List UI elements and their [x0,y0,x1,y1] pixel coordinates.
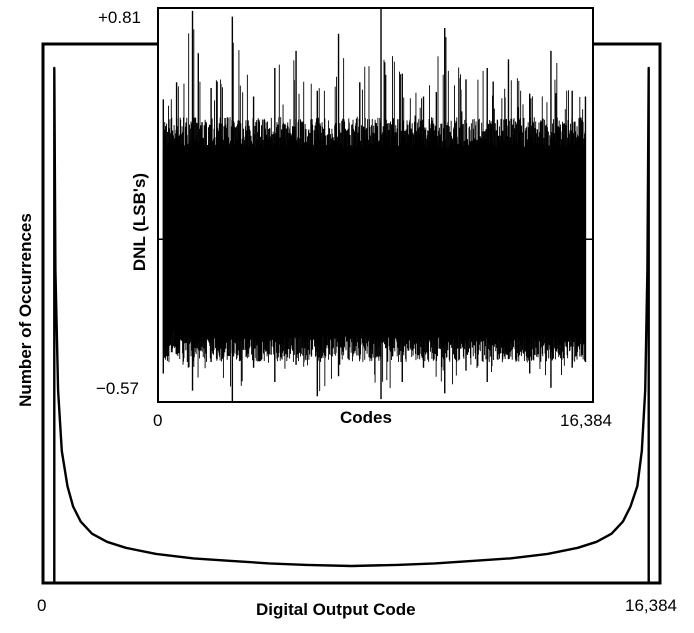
histogram-x-axis-title: Digital Output Code [256,600,416,619]
dnl-inset-frame [157,7,594,403]
dnl-x-axis-title: Codes [340,408,392,427]
dnl-plot-area [158,8,593,402]
dnl-y-tick-min: −0.57 [96,379,140,398]
histogram-curve [53,66,650,584]
dnl-x-tick-0: 0 [153,411,163,430]
histogram-x-tick-0: 0 [37,596,47,615]
dnl-y-axis-title: DNL (LSB's) [130,172,149,272]
dnl-x-tick-16384: 16,384 [560,411,612,430]
histogram-plot-area [53,66,650,584]
histogram-y-axis-title: Number of Occurrences [16,213,35,407]
histogram-x-tick-16384: 16,384 [625,596,677,615]
dnl-y-tick-max: +0.81 [98,8,142,27]
